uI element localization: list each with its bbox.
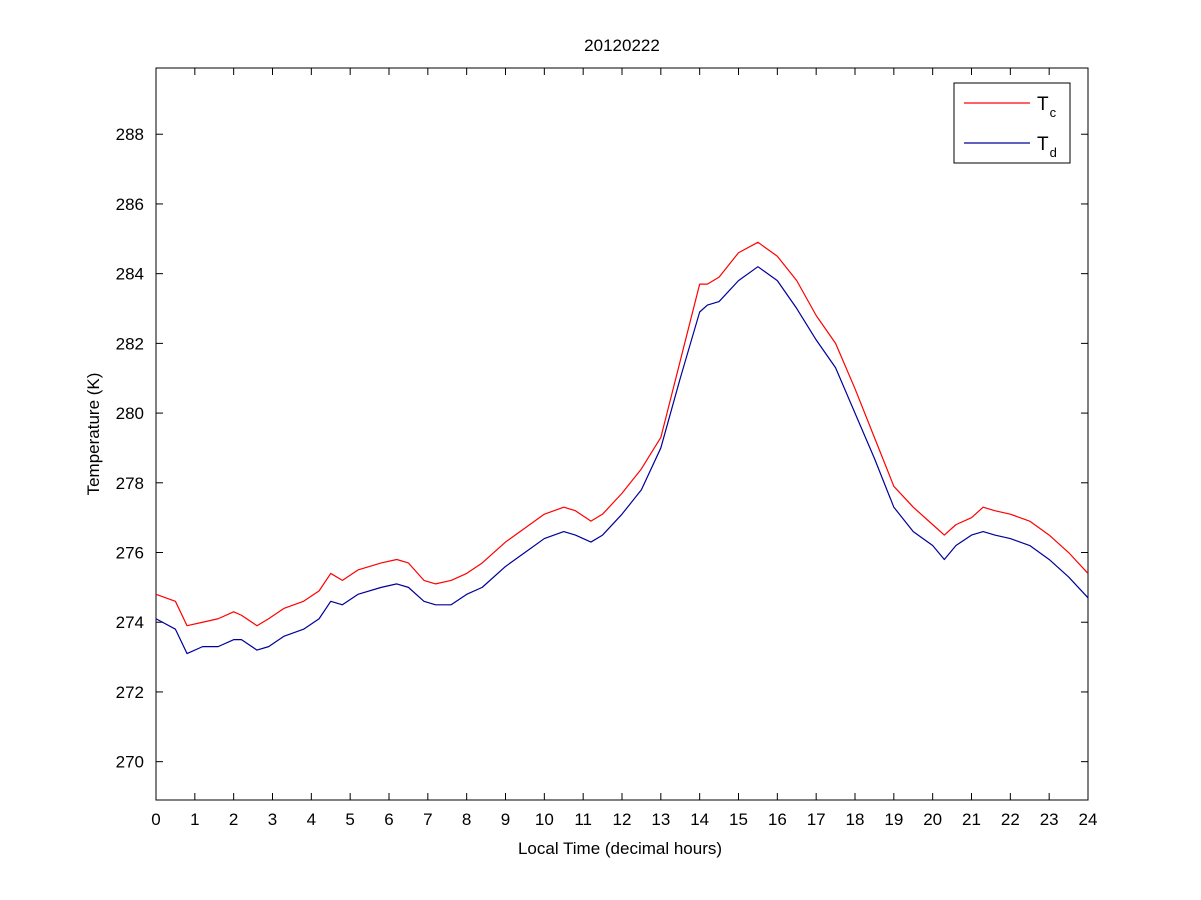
x-tick-label: 3	[268, 810, 277, 829]
chart-title: 20120222	[584, 36, 660, 55]
x-tick-label: 10	[535, 810, 554, 829]
x-tick-label: 6	[384, 810, 393, 829]
x-tick-label: 13	[651, 810, 670, 829]
plot-area	[155, 67, 1089, 801]
x-tick-label: 12	[613, 810, 632, 829]
x-tick-label: 5	[345, 810, 354, 829]
y-tick-label: 282	[116, 334, 144, 353]
y-tick-label: 276	[116, 544, 144, 563]
x-axis-title: Local Time (decimal hours)	[518, 839, 722, 858]
x-tick-label: 18	[846, 810, 865, 829]
y-tick-label: 280	[116, 404, 144, 423]
y-tick-label: 278	[116, 474, 144, 493]
y-tick-label: 288	[116, 125, 144, 144]
x-tick-label: 14	[690, 810, 709, 829]
x-tick-label: 16	[768, 810, 787, 829]
x-tick-label: 4	[307, 810, 316, 829]
x-tick-label: 23	[1040, 810, 1059, 829]
x-tick-label: 19	[884, 810, 903, 829]
x-tick-label: 8	[462, 810, 471, 829]
x-tick-label: 20	[923, 810, 942, 829]
series-line-c	[155, 241, 1089, 627]
series-layer	[155, 241, 1089, 655]
legend-box	[953, 82, 1071, 164]
x-tick-label: 22	[1001, 810, 1020, 829]
x-tick-label: 2	[229, 810, 238, 829]
y-axis-title: Temperature (K)	[84, 373, 103, 496]
y-tick-label: 286	[116, 195, 144, 214]
x-tick-label: 21	[962, 810, 981, 829]
x-tick-label: 1	[190, 810, 199, 829]
x-tick-label: 7	[423, 810, 432, 829]
x-tick-label: 0	[151, 810, 160, 829]
series-line-d	[155, 266, 1089, 655]
x-tick-label: 15	[729, 810, 748, 829]
y-tick-label: 270	[116, 753, 144, 772]
x-tick-label: 24	[1079, 810, 1098, 829]
x-tick-label: 9	[501, 810, 510, 829]
y-tick-label: 284	[116, 265, 144, 284]
y-tick-label: 274	[116, 613, 144, 632]
y-tick-label: 272	[116, 683, 144, 702]
x-tick-label: 17	[807, 810, 826, 829]
x-tick-label: 11	[574, 810, 592, 829]
axis-ticks: 0 1 2 3 4 5 6 7 8 9 10 11 12 13 14 15 16 17 18 19 20 21 22 23 24…	[116, 68, 1098, 829]
